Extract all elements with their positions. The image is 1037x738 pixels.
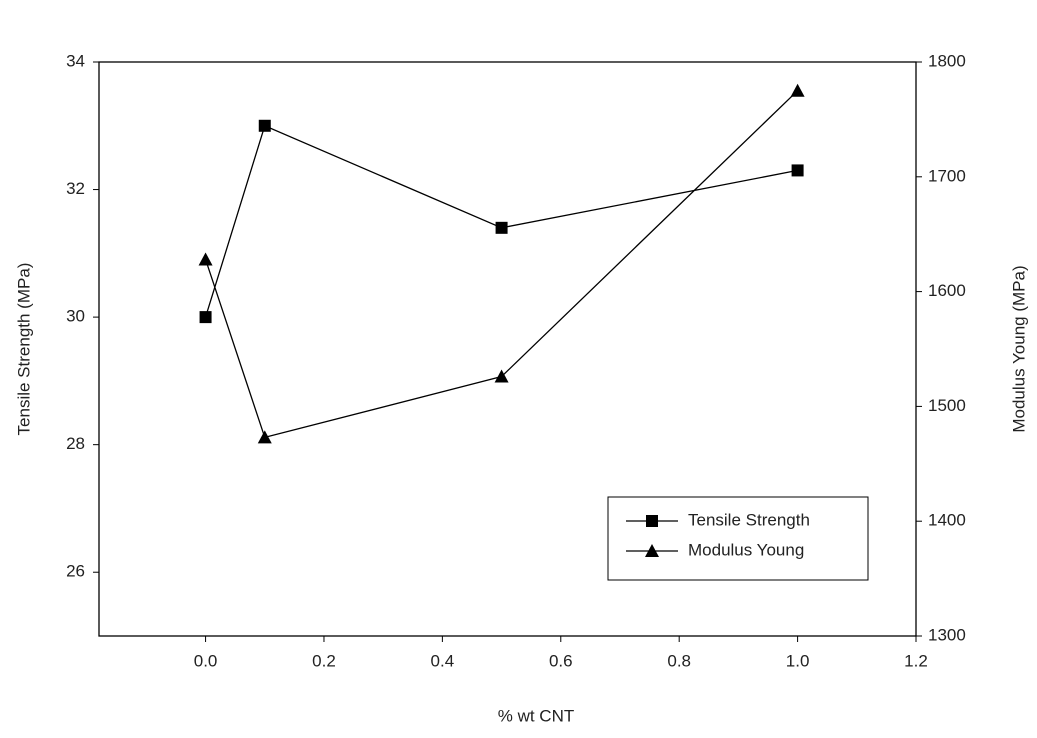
y-tick-label: 32 <box>66 179 85 198</box>
x-tick-label: 0.6 <box>549 651 573 670</box>
legend-label: Modulus Young <box>688 540 804 559</box>
marker <box>646 515 658 527</box>
marker <box>200 311 212 323</box>
marker <box>792 164 804 176</box>
x-tick-label: 1.0 <box>786 651 810 670</box>
x-tick-label: 0.0 <box>194 651 218 670</box>
y2-tick-label: 1500 <box>928 396 966 415</box>
y2-tick-label: 1800 <box>928 51 966 70</box>
series-line <box>206 91 798 438</box>
y2-tick-label: 1700 <box>928 166 966 185</box>
y2-tick-label: 1300 <box>928 625 966 644</box>
y-tick-label: 34 <box>66 51 85 70</box>
legend-label: Tensile Strength <box>688 510 810 529</box>
marker <box>258 430 272 443</box>
legend-box <box>608 497 868 580</box>
x-tick-label: 0.4 <box>431 651 455 670</box>
y-axis-title: Tensile Strength (MPa) <box>14 263 33 436</box>
x-tick-label: 0.8 <box>667 651 691 670</box>
y2-axis-title: Modulus Young (MPa) <box>1009 265 1028 432</box>
y-tick-label: 30 <box>66 307 85 326</box>
x-tick-label: 1.2 <box>904 651 928 670</box>
marker <box>496 222 508 234</box>
y-tick-label: 28 <box>66 434 85 453</box>
x-tick-label: 0.2 <box>312 651 336 670</box>
marker <box>199 252 213 265</box>
marker <box>791 84 805 97</box>
y-tick-label: 26 <box>66 562 85 581</box>
series-line <box>206 126 798 317</box>
y2-tick-label: 1600 <box>928 281 966 300</box>
chart: % wt CNT Tensile Strength (MPa) Modulus … <box>0 0 1037 733</box>
marker <box>259 120 271 132</box>
y2-tick-label: 1400 <box>928 511 966 530</box>
x-axis-title: % wt CNT <box>498 706 575 725</box>
